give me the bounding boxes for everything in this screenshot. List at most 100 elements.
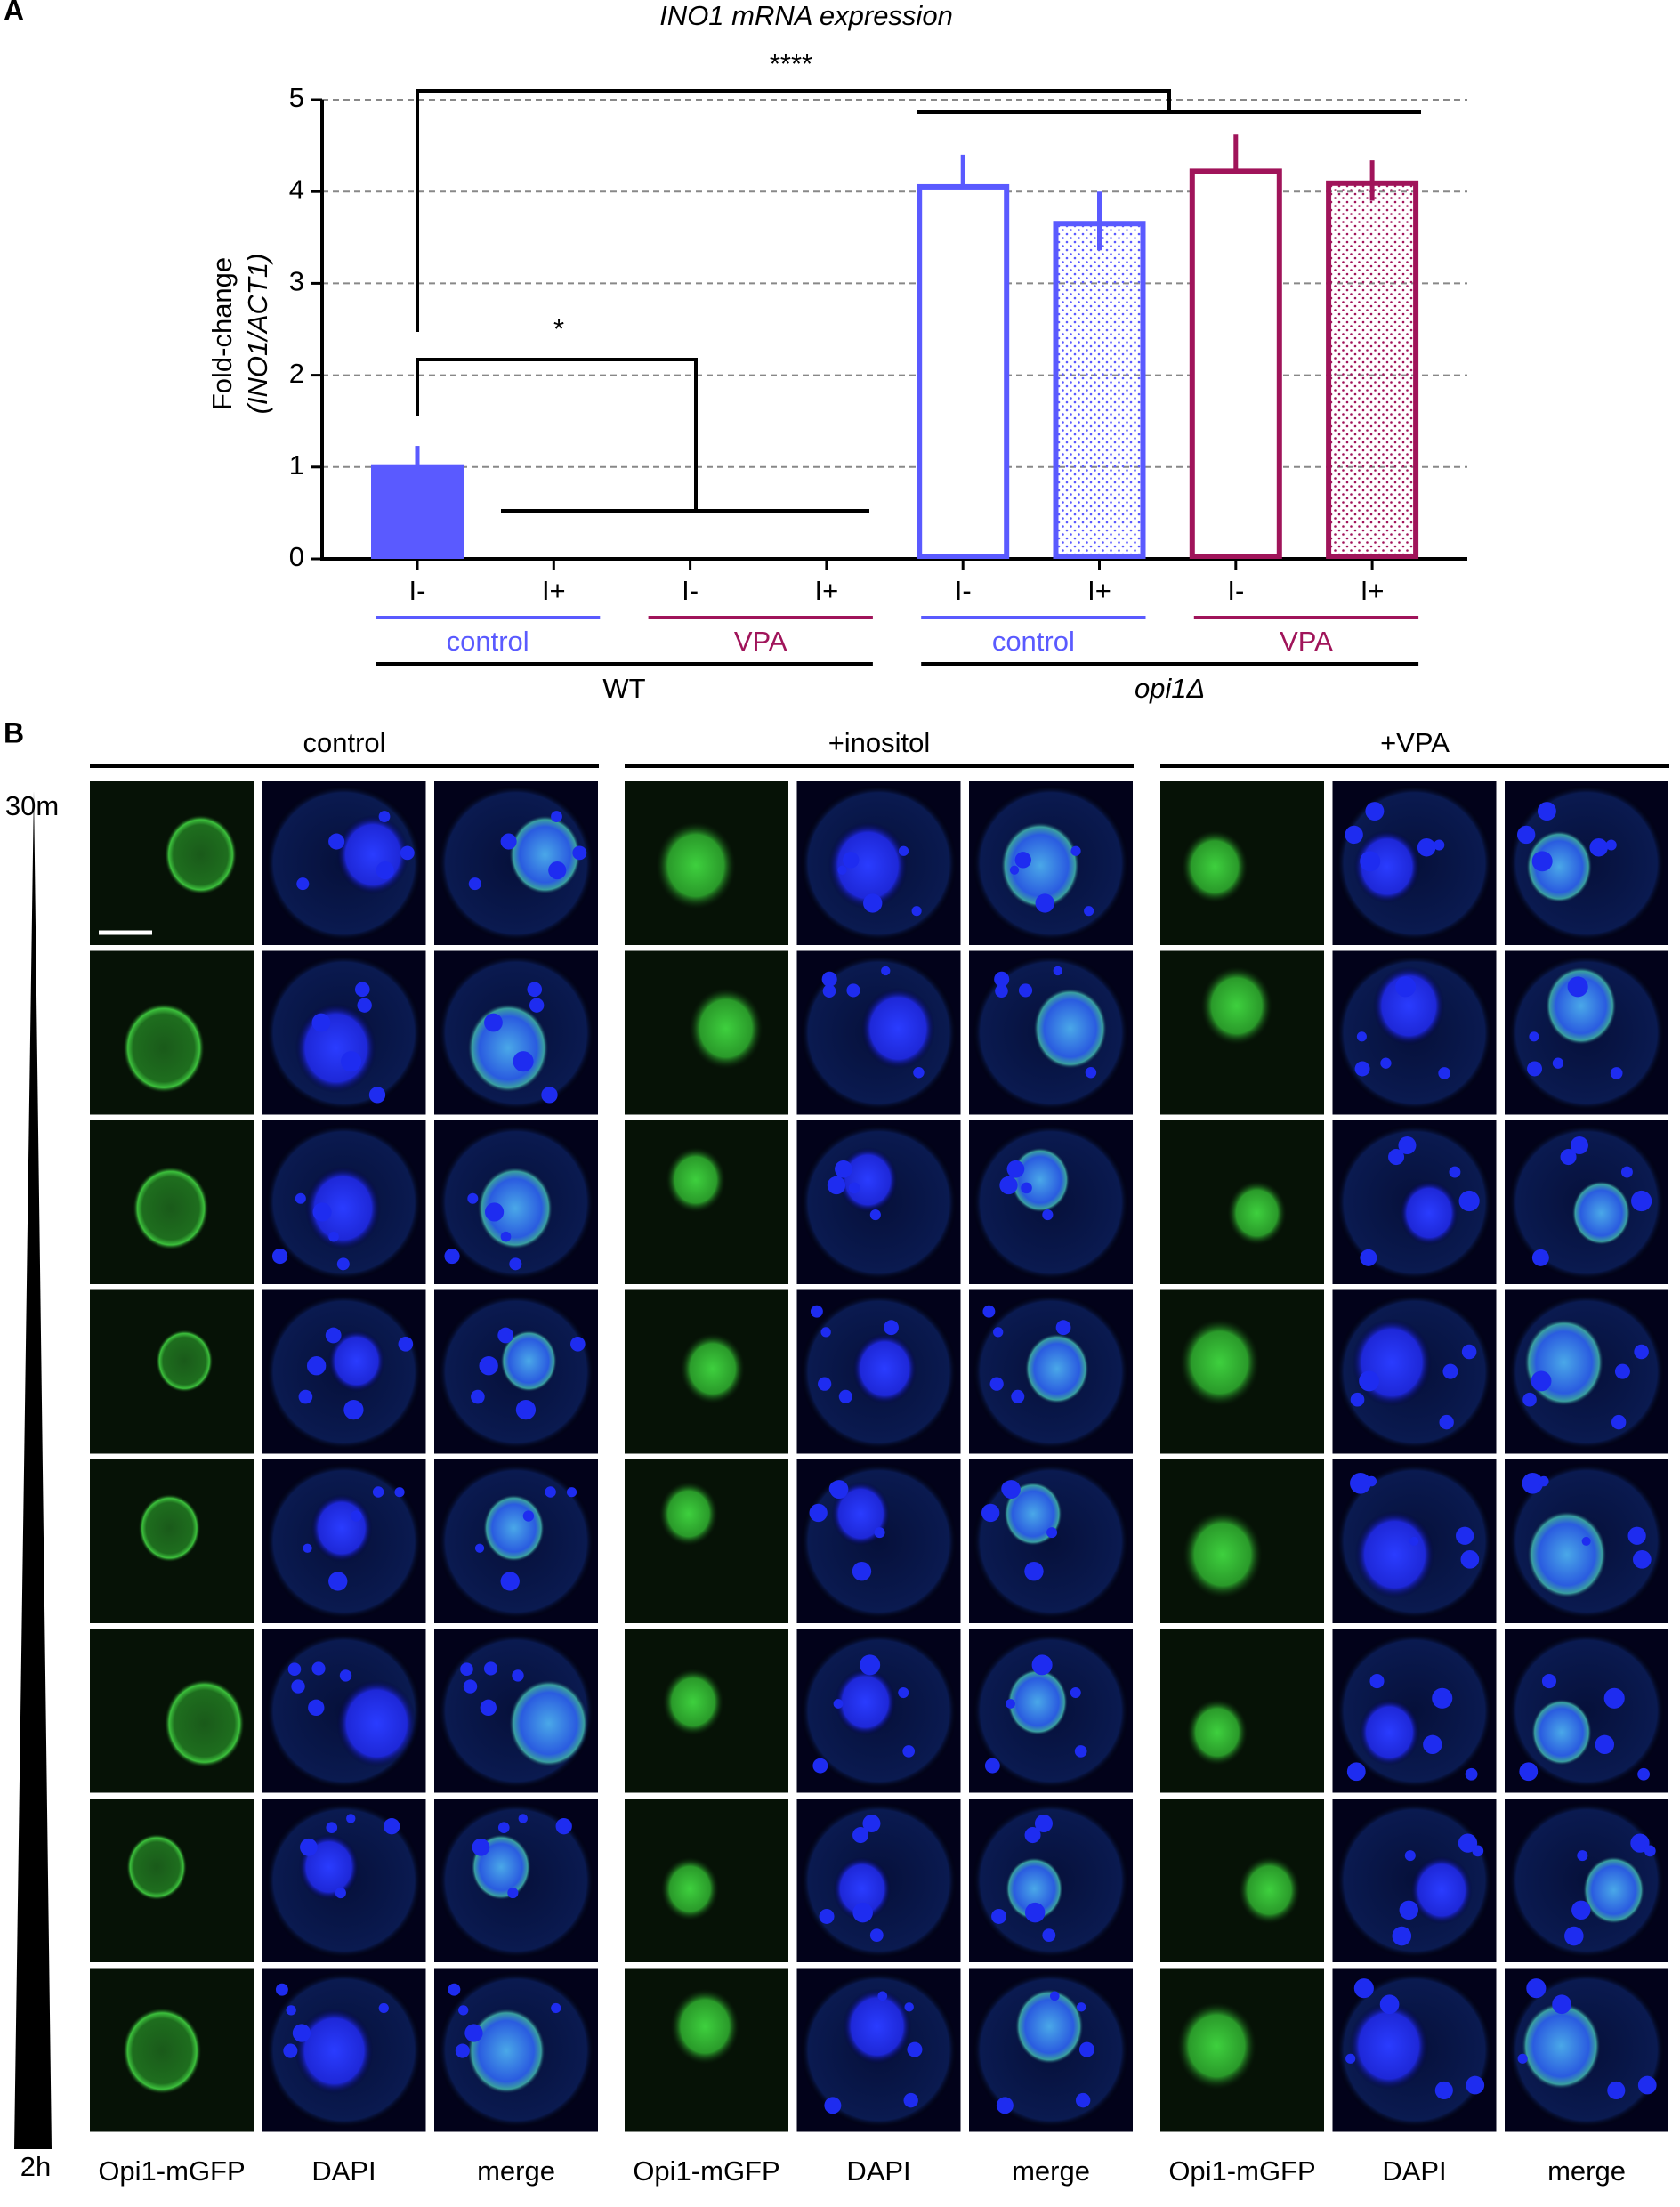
- micrograph: [1505, 950, 1668, 1115]
- y-tick-label: 4: [289, 174, 304, 205]
- nucleus: [1238, 1855, 1301, 1925]
- vacuole-stain: [843, 852, 860, 869]
- significance-label: ****: [770, 48, 812, 79]
- vacuole-stain: [555, 1817, 572, 1835]
- micrograph: [434, 1799, 598, 1962]
- vacuole-stain: [509, 1257, 522, 1271]
- nucleus: [295, 1003, 377, 1094]
- channel-label: DAPI: [846, 2155, 910, 2187]
- nucleus: [1348, 2001, 1429, 2090]
- micrograph: [969, 1629, 1133, 1793]
- vacuole-stain: [1628, 1526, 1646, 1545]
- vacuole-stain: [1607, 2081, 1626, 2100]
- micrograph: [434, 1968, 598, 2132]
- micrograph: [969, 1289, 1133, 1454]
- nucleus: [860, 987, 936, 1070]
- vacuole-stain: [829, 1480, 849, 1500]
- nucleus: [1186, 1698, 1248, 1766]
- vacuole-stain: [1605, 839, 1617, 851]
- micrograph: [1160, 1968, 1324, 2132]
- vacuole-stain: [869, 1928, 884, 1943]
- vacuole-stain: [1053, 966, 1062, 976]
- y-axis-label: (INO1/ACT1): [242, 254, 273, 415]
- vacuole-stain: [1458, 1190, 1480, 1212]
- nucleus: [689, 987, 763, 1070]
- vacuole-stain: [1610, 1067, 1623, 1079]
- vacuole-stain: [863, 893, 883, 913]
- bar: [1053, 221, 1146, 559]
- vacuole-stain: [1637, 2075, 1657, 2095]
- nucleus: [1353, 829, 1421, 904]
- micrograph-bg: [625, 1459, 788, 1623]
- x-tick-label: I+: [1087, 575, 1111, 606]
- vacuole-stain: [468, 877, 481, 891]
- x-tick-label: I+: [542, 575, 566, 606]
- vacuole-stain: [1567, 976, 1588, 998]
- vacuole-stain: [479, 1356, 498, 1376]
- vacuole-stain: [472, 1838, 490, 1856]
- vacuole-stain: [484, 1013, 503, 1032]
- micrograph: [969, 1459, 1133, 1623]
- vacuole-stain: [994, 971, 1010, 987]
- group-label: control: [447, 626, 529, 657]
- vacuole-stain: [372, 1486, 384, 1498]
- nucleus: [336, 1679, 417, 1768]
- nucleus: [327, 1330, 385, 1393]
- micrograph: [262, 1629, 426, 1793]
- vacuole-stain: [500, 1572, 520, 1591]
- vacuole-stain: [1398, 1136, 1417, 1155]
- nucleus: [1005, 1856, 1063, 1921]
- vacuole-stain: [1350, 1392, 1365, 1407]
- channel-label: Opi1-mGFP: [1168, 2155, 1315, 2187]
- micrograph-bg: [1160, 1629, 1324, 1793]
- nucleus: [508, 1679, 589, 1768]
- vacuole-stain: [1034, 1815, 1053, 1833]
- panel-label: B: [4, 716, 24, 748]
- vacuole-stain: [311, 1013, 331, 1032]
- vacuole-stain: [527, 982, 543, 998]
- micrograph: [90, 1968, 254, 2132]
- micrograph: [625, 1799, 788, 1962]
- vacuole-stain: [898, 845, 909, 856]
- vacuole-stain: [1603, 1687, 1625, 1709]
- vacuole-stain: [1024, 1561, 1044, 1581]
- vacuole-stain: [1024, 1827, 1041, 1844]
- vacuole-stain: [1354, 1061, 1370, 1077]
- micrograph: [969, 1120, 1133, 1284]
- vacuole-stain: [1404, 1850, 1416, 1862]
- vacuole-stain: [306, 1356, 327, 1376]
- vacuole-stain: [874, 1527, 885, 1539]
- vacuole-stain: [308, 1699, 325, 1717]
- vacuole-stain: [1571, 1900, 1591, 1920]
- micrograph: [1160, 1289, 1324, 1454]
- vacuole-stain: [471, 1389, 485, 1404]
- vacuole-stain: [328, 1572, 348, 1591]
- vacuole-stain: [1460, 1549, 1480, 1569]
- vacuole-stain: [522, 1510, 535, 1522]
- micrograph: [796, 1799, 961, 1962]
- cell: [973, 1463, 1129, 1620]
- vacuole-stain: [572, 845, 587, 861]
- micrograph: [1332, 1629, 1497, 1793]
- vacuole-stain: [566, 1487, 578, 1498]
- vacuole-stain: [485, 1202, 505, 1222]
- nucleus: [311, 1493, 373, 1563]
- vacuole-stain: [1085, 1067, 1097, 1079]
- vacuole-stain: [989, 1377, 1004, 1391]
- nucleus: [1399, 1180, 1459, 1246]
- micrograph: [434, 950, 598, 1115]
- vacuole-stain: [328, 833, 345, 850]
- vacuole-stain: [1350, 1472, 1371, 1494]
- vacuole-stain: [551, 811, 562, 822]
- vacuole-stain: [1006, 1699, 1015, 1709]
- nucleus: [680, 1333, 746, 1404]
- micrograph: [1160, 1799, 1324, 1962]
- micrograph: [1160, 1629, 1324, 1793]
- vacuole-stain: [483, 1661, 498, 1676]
- vacuole-stain: [295, 1192, 306, 1204]
- vacuole-stain: [1360, 1249, 1377, 1266]
- chart-title: INO1 mRNA expression: [659, 0, 953, 31]
- micrograph: [1505, 1799, 1668, 1962]
- vacuole-stain: [1432, 1687, 1453, 1709]
